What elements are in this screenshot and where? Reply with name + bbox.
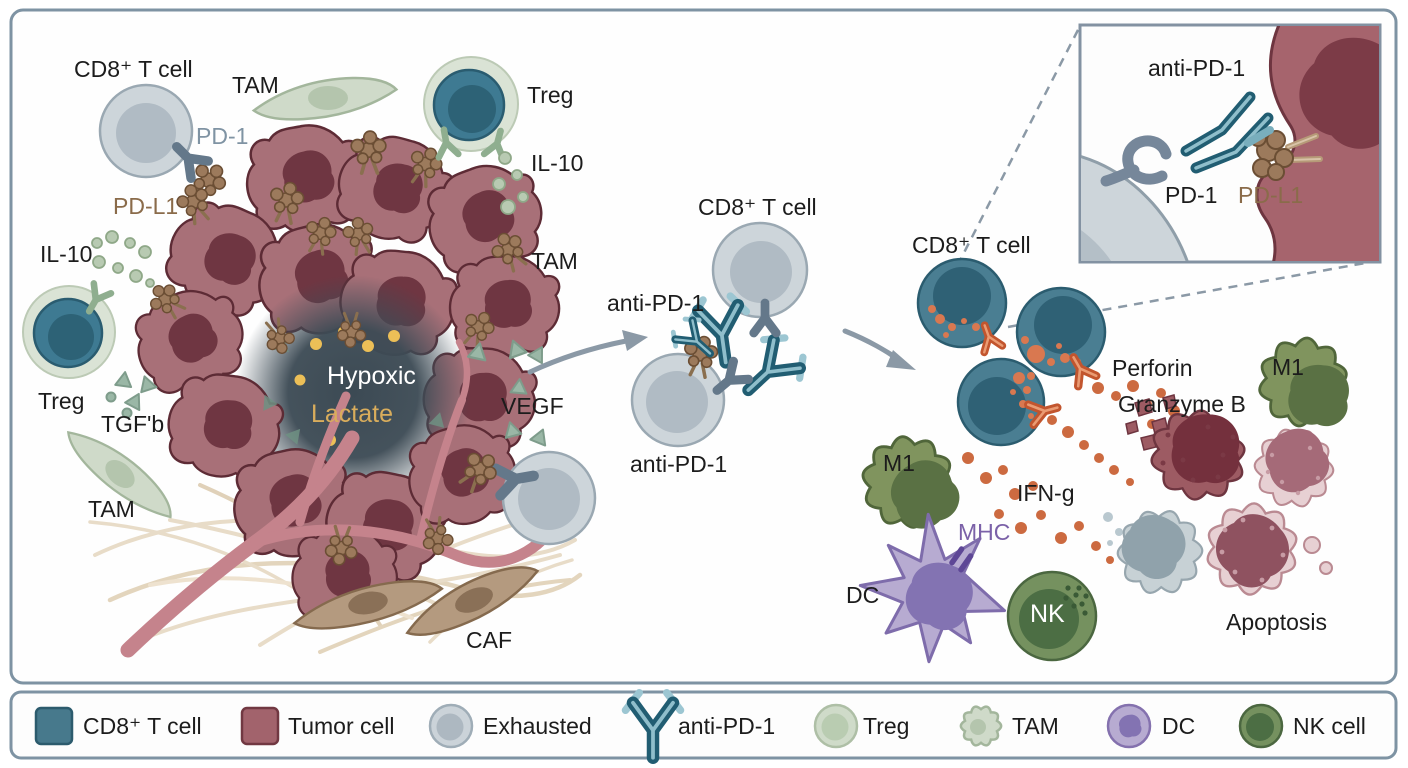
label-hypoxic: Hypoxic <box>327 362 416 390</box>
label-m1-left: M1 <box>883 450 915 476</box>
label-pdl1: PD-L1 <box>113 193 179 219</box>
legend-label-cd8: CD8⁺ T cell <box>83 713 202 739</box>
label-il10-right: IL-10 <box>531 150 584 176</box>
inset-pd1-icon <box>1100 135 1172 187</box>
apoptotic-cell-pink-2 <box>1195 493 1333 605</box>
label-antipd1-bottom: anti-PD-1 <box>630 451 728 477</box>
label-cd8-tme: CD8⁺ T cell <box>74 56 193 82</box>
nk-cell <box>1006 570 1098 662</box>
label-tam-right: TAM <box>531 248 578 274</box>
il10-dots-left <box>91 230 155 288</box>
label-pd1: PD-1 <box>196 123 249 149</box>
label-caf: CAF <box>466 627 512 653</box>
tam-cell-icon <box>959 705 1003 747</box>
apoptotic-fragments <box>1125 394 1177 451</box>
label-inset-antipd1: anti-PD-1 <box>1148 55 1246 81</box>
legend-label-antipd1: anti-PD-1 <box>678 713 776 739</box>
tumor-mass <box>124 120 562 625</box>
il10-dots-right <box>492 151 529 215</box>
apoptotic-cell-dark <box>1135 395 1261 515</box>
cd8-cell-middle-bottom <box>630 352 726 448</box>
label-tam-top: TAM <box>232 72 279 98</box>
label-cd8-middle: CD8⁺ T cell <box>698 194 817 220</box>
blood-vessel <box>120 338 563 658</box>
legend-label-tam: TAM <box>1012 713 1059 739</box>
caf-cells <box>289 554 547 647</box>
treg-cell-top <box>423 56 519 159</box>
treg-cell-left <box>22 283 116 379</box>
tam-cell-bottom-left <box>58 415 182 532</box>
label-tam-bottom: TAM <box>88 496 135 522</box>
label-nk: NK <box>1030 600 1065 628</box>
dendritic-cell <box>858 512 1006 664</box>
label-antipd1-top: anti-PD-1 <box>607 290 705 316</box>
mhc-molecule-icon <box>949 546 974 573</box>
tgfb-particles <box>105 369 158 419</box>
treg-cell-icon <box>813 703 859 749</box>
label-inset-pdl1: PD-L1 <box>1238 182 1304 208</box>
tam-cell-top <box>250 71 400 126</box>
label-ifng: IFN-g <box>1017 480 1075 506</box>
legend-panel-frame <box>9 690 1398 760</box>
label-inset-pd1: PD-1 <box>1165 182 1218 208</box>
label-lactate: Lactate <box>311 400 394 428</box>
label-treg-left: Treg <box>38 388 85 414</box>
inset-callout-dashes <box>948 27 1372 329</box>
arrow-left-to-middle <box>527 330 648 375</box>
legend-label-dc: DC <box>1162 713 1196 739</box>
inset-box <box>1078 23 1382 264</box>
grey-cell-icon <box>428 703 474 749</box>
legend-label-exhausted: Exhausted <box>483 713 592 739</box>
arrow-middle-to-right <box>842 328 916 370</box>
label-vegf: VEGF <box>501 393 564 419</box>
teal-square-icon <box>34 706 74 746</box>
label-mhc: MHC <box>958 519 1011 545</box>
maroon-square-icon <box>240 706 280 746</box>
exhausted-cd8-top-left <box>98 83 208 178</box>
exhausted-cd8-right <box>450 443 597 546</box>
apoptotic-cell-pink-1 <box>1238 412 1350 524</box>
label-tgfb: TGF'b <box>101 411 165 437</box>
legend-label-nk: NK cell <box>1293 713 1366 739</box>
cd8-cell-middle-top <box>711 221 809 319</box>
nk-cell-icon <box>1238 703 1284 749</box>
pale-blebs <box>1103 512 1123 546</box>
label-granzyme: Granzyme B <box>1118 391 1246 417</box>
label-dc: DC <box>846 582 880 608</box>
legend-icons <box>34 693 1284 758</box>
label-m1-right: M1 <box>1272 354 1304 380</box>
label-apoptosis: Apoptosis <box>1226 609 1328 635</box>
inset-antibody-icon <box>1180 91 1274 174</box>
legend-label-treg: Treg <box>863 713 910 739</box>
label-perforin: Perforin <box>1112 355 1193 381</box>
legend-label-tumor: Tumor cell <box>288 713 395 739</box>
apoptotic-cells <box>1106 394 1350 607</box>
active-cd8-cells <box>916 257 1107 447</box>
label-treg-top: Treg <box>527 82 574 108</box>
dc-cell-icon <box>1106 703 1152 749</box>
label-cd8-right: CD8⁺ T cell <box>912 232 1031 258</box>
label-il10-left: IL-10 <box>40 241 93 267</box>
